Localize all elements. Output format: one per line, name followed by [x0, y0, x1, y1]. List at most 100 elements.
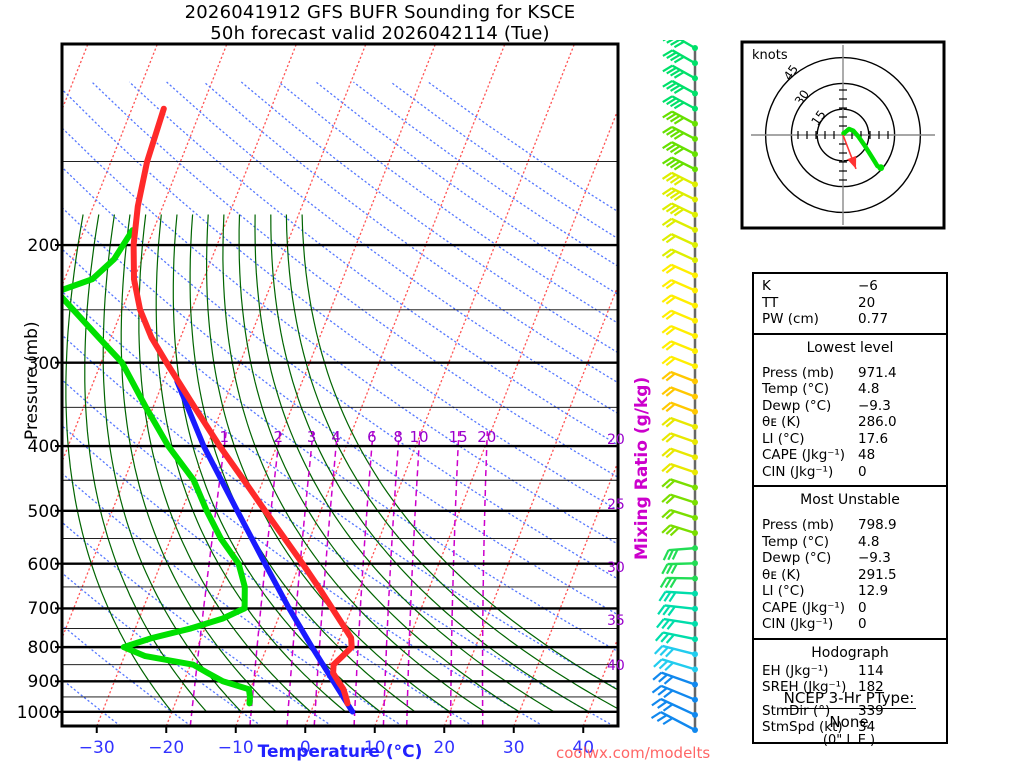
- most-unstable-row: Dewp (°C) −9.3: [754, 550, 946, 567]
- hodograph-stat-row: SREH (Jkg⁻¹) 182: [754, 679, 946, 696]
- storm-motion-value: 339: [858, 702, 884, 719]
- most-unstable-row: LI (°C) 12.9: [754, 583, 946, 600]
- most-unstable-value: 0: [858, 616, 867, 632]
- temperature-trace: [130, 105, 355, 707]
- temperature-axis-label: Temperature (°C): [257, 742, 423, 762]
- storm-motion-key: StmDir (°): [762, 702, 831, 719]
- mixing-ratio-axis-tick-35: 35: [607, 613, 625, 629]
- hodograph-stat-key: EH (Jkg⁻¹): [762, 662, 829, 679]
- mixing-ratio-axis-tick-40: 40: [607, 658, 625, 674]
- hodograph-stat-value: 114: [858, 662, 884, 679]
- lowest-level-value: −9.3: [858, 397, 891, 414]
- most-unstable-value: 291.5: [858, 566, 897, 583]
- most-unstable-key: Press (mb): [762, 517, 835, 533]
- lowest-level-key: θᴇ (K): [762, 414, 801, 430]
- temperature-tick--30: −30: [78, 738, 115, 758]
- index-value: −6: [858, 278, 878, 294]
- most-unstable-value: 798.9: [858, 517, 897, 533]
- index-key: PW (cm): [762, 311, 819, 327]
- hodograph-stats-title: Hodograph: [811, 644, 889, 661]
- lowest-level-value: 4.8: [858, 381, 880, 397]
- lowest-level-rows: Press (mb) 971.4 Temp (°C) 4.8 Dewp (°C) −9.3…: [754, 365, 946, 481]
- mixing-ratio-label-10: 10: [409, 428, 429, 447]
- most-unstable-row: Temp (°C) 4.8: [754, 534, 946, 551]
- storm-motion-row: StmDir (°) 339: [754, 703, 946, 720]
- lowest-level-value: 286.0: [858, 414, 897, 430]
- pressure-tick-300: 300: [27, 353, 60, 374]
- storm-motion-row: StmSpd (kt) 34: [754, 719, 946, 736]
- plot-frame: [60, 42, 620, 728]
- hodograph-units-label: knots: [752, 48, 788, 63]
- temperature-tick-30: 30: [502, 738, 525, 758]
- lowest-level-value: 0: [858, 463, 867, 480]
- most-unstable-section: Most Unstable Press (mb) 798.9 Temp (°C) 4.…: [754, 487, 946, 640]
- temperature-tick-40: 40: [572, 738, 595, 758]
- mixing-ratio-label-2: 2: [273, 428, 284, 447]
- lowest-level-row: CAPE (Jkg⁻¹) 48: [754, 447, 946, 464]
- title-line-2: 50h forecast valid 2026042114 (Tue): [210, 23, 550, 44]
- lowest-level-row: Temp (°C) 4.8: [754, 381, 946, 398]
- pressure-tick-400: 400: [27, 437, 60, 458]
- index-key: TT: [762, 294, 779, 311]
- title-line-1: 2026041912 GFS BUFR Sounding for KSCE: [184, 2, 576, 23]
- stability-indices-section: K −6 TT 20 PW (cm) 0.77: [754, 274, 946, 335]
- dry-adiabat-lines: [62, 81, 618, 726]
- pressure-axis-label: Pressure (mb): [22, 321, 42, 440]
- skewt-diagram: [55, 42, 620, 733]
- hodograph-stats-section: Hodograph EH (Jkg⁻¹) 114 SREH (Jkg⁻¹) 182 S…: [754, 640, 946, 742]
- mixing-ratio-lines: [189, 431, 489, 726]
- storm-motion-value: 34: [858, 719, 876, 735]
- ptype-value: None: [829, 713, 869, 731]
- temperature-tick--10: −10: [217, 738, 254, 758]
- temperature-tick--20: −20: [148, 738, 185, 758]
- lowest-level-key: CIN (Jkg⁻¹): [762, 463, 834, 480]
- most-unstable-key: θᴇ (K): [762, 566, 801, 583]
- lowest-level-row: Press (mb) 971.4: [754, 365, 946, 382]
- most-unstable-key: Dewp (°C): [762, 550, 832, 566]
- most-unstable-key: LI (°C): [762, 583, 805, 599]
- mixing-ratio-axis-tick-20: 20: [607, 432, 625, 448]
- parcel-trace: [174, 378, 356, 715]
- index-row: PW (cm) 0.77: [754, 311, 946, 328]
- lowest-level-row: CIN (Jkg⁻¹) 0: [754, 464, 946, 481]
- lowest-level-key: Temp (°C): [762, 381, 829, 397]
- storm-motion-rows: StmDir (°) 339 StmSpd (kt) 34: [754, 703, 946, 736]
- index-key: K: [762, 278, 771, 294]
- most-unstable-row: θᴇ (K) 291.5: [754, 567, 946, 584]
- lowest-level-key: Dewp (°C): [762, 397, 832, 414]
- temperature-tick-10: 10: [363, 738, 386, 758]
- lowest-level-title: Lowest level: [806, 339, 894, 356]
- pressure-tick-600: 600: [27, 554, 60, 575]
- most-unstable-title: Most Unstable: [800, 492, 900, 508]
- pressure-tick-800: 800: [27, 638, 60, 659]
- pressure-tick-900: 900: [27, 672, 60, 693]
- site-watermark: coolwx.com/modelts: [556, 744, 711, 762]
- hodograph-stat-value: 182: [858, 679, 884, 695]
- sounding-parameters-panel: K −6 TT 20 PW (cm) 0.77 Lowest level Press (m…: [752, 272, 948, 744]
- pressure-tick-700: 700: [27, 599, 60, 620]
- most-unstable-row: CIN (Jkg⁻¹) 0: [754, 616, 946, 633]
- most-unstable-value: 12.9: [858, 583, 889, 599]
- lowest-level-row: Dewp (°C) −9.3: [754, 398, 946, 415]
- most-unstable-value: −9.3: [858, 550, 891, 566]
- mixing-ratio-label-20: 20: [477, 428, 497, 447]
- temperature-tick-20: 20: [433, 738, 456, 758]
- ptype-title: NCEP 3-Hr PType:: [781, 689, 917, 709]
- ncep-ptype-box: NCEP 3-Hr PType: None (0" L.E.): [740, 688, 958, 748]
- hodograph-stat-row: EH (Jkg⁻¹) 114: [754, 663, 946, 680]
- mixing-ratio-label-6: 6: [367, 428, 377, 447]
- most-unstable-key: Temp (°C): [762, 533, 829, 550]
- wind-barb-column: [650, 40, 698, 733]
- most-unstable-value: 4.8: [858, 533, 880, 550]
- lowest-level-section: Lowest level Press (mb) 971.4 Temp (°C) 4.8…: [754, 335, 946, 487]
- storm-motion-key: StmSpd (kt): [762, 719, 843, 735]
- mixing-ratio-label-4: 4: [331, 428, 341, 447]
- index-value: 20: [858, 294, 876, 311]
- most-unstable-key: CIN (Jkg⁻¹): [762, 616, 834, 632]
- chart-title-block: 2026041912 GFS BUFR Sounding for KSCE 50…: [0, 2, 760, 44]
- isobar-lines: [62, 161, 618, 714]
- lowest-level-value: 971.4: [858, 364, 897, 381]
- mixing-ratio-axis-tick-30: 30: [607, 560, 625, 576]
- lowest-level-row: LI (°C) 17.6: [754, 431, 946, 448]
